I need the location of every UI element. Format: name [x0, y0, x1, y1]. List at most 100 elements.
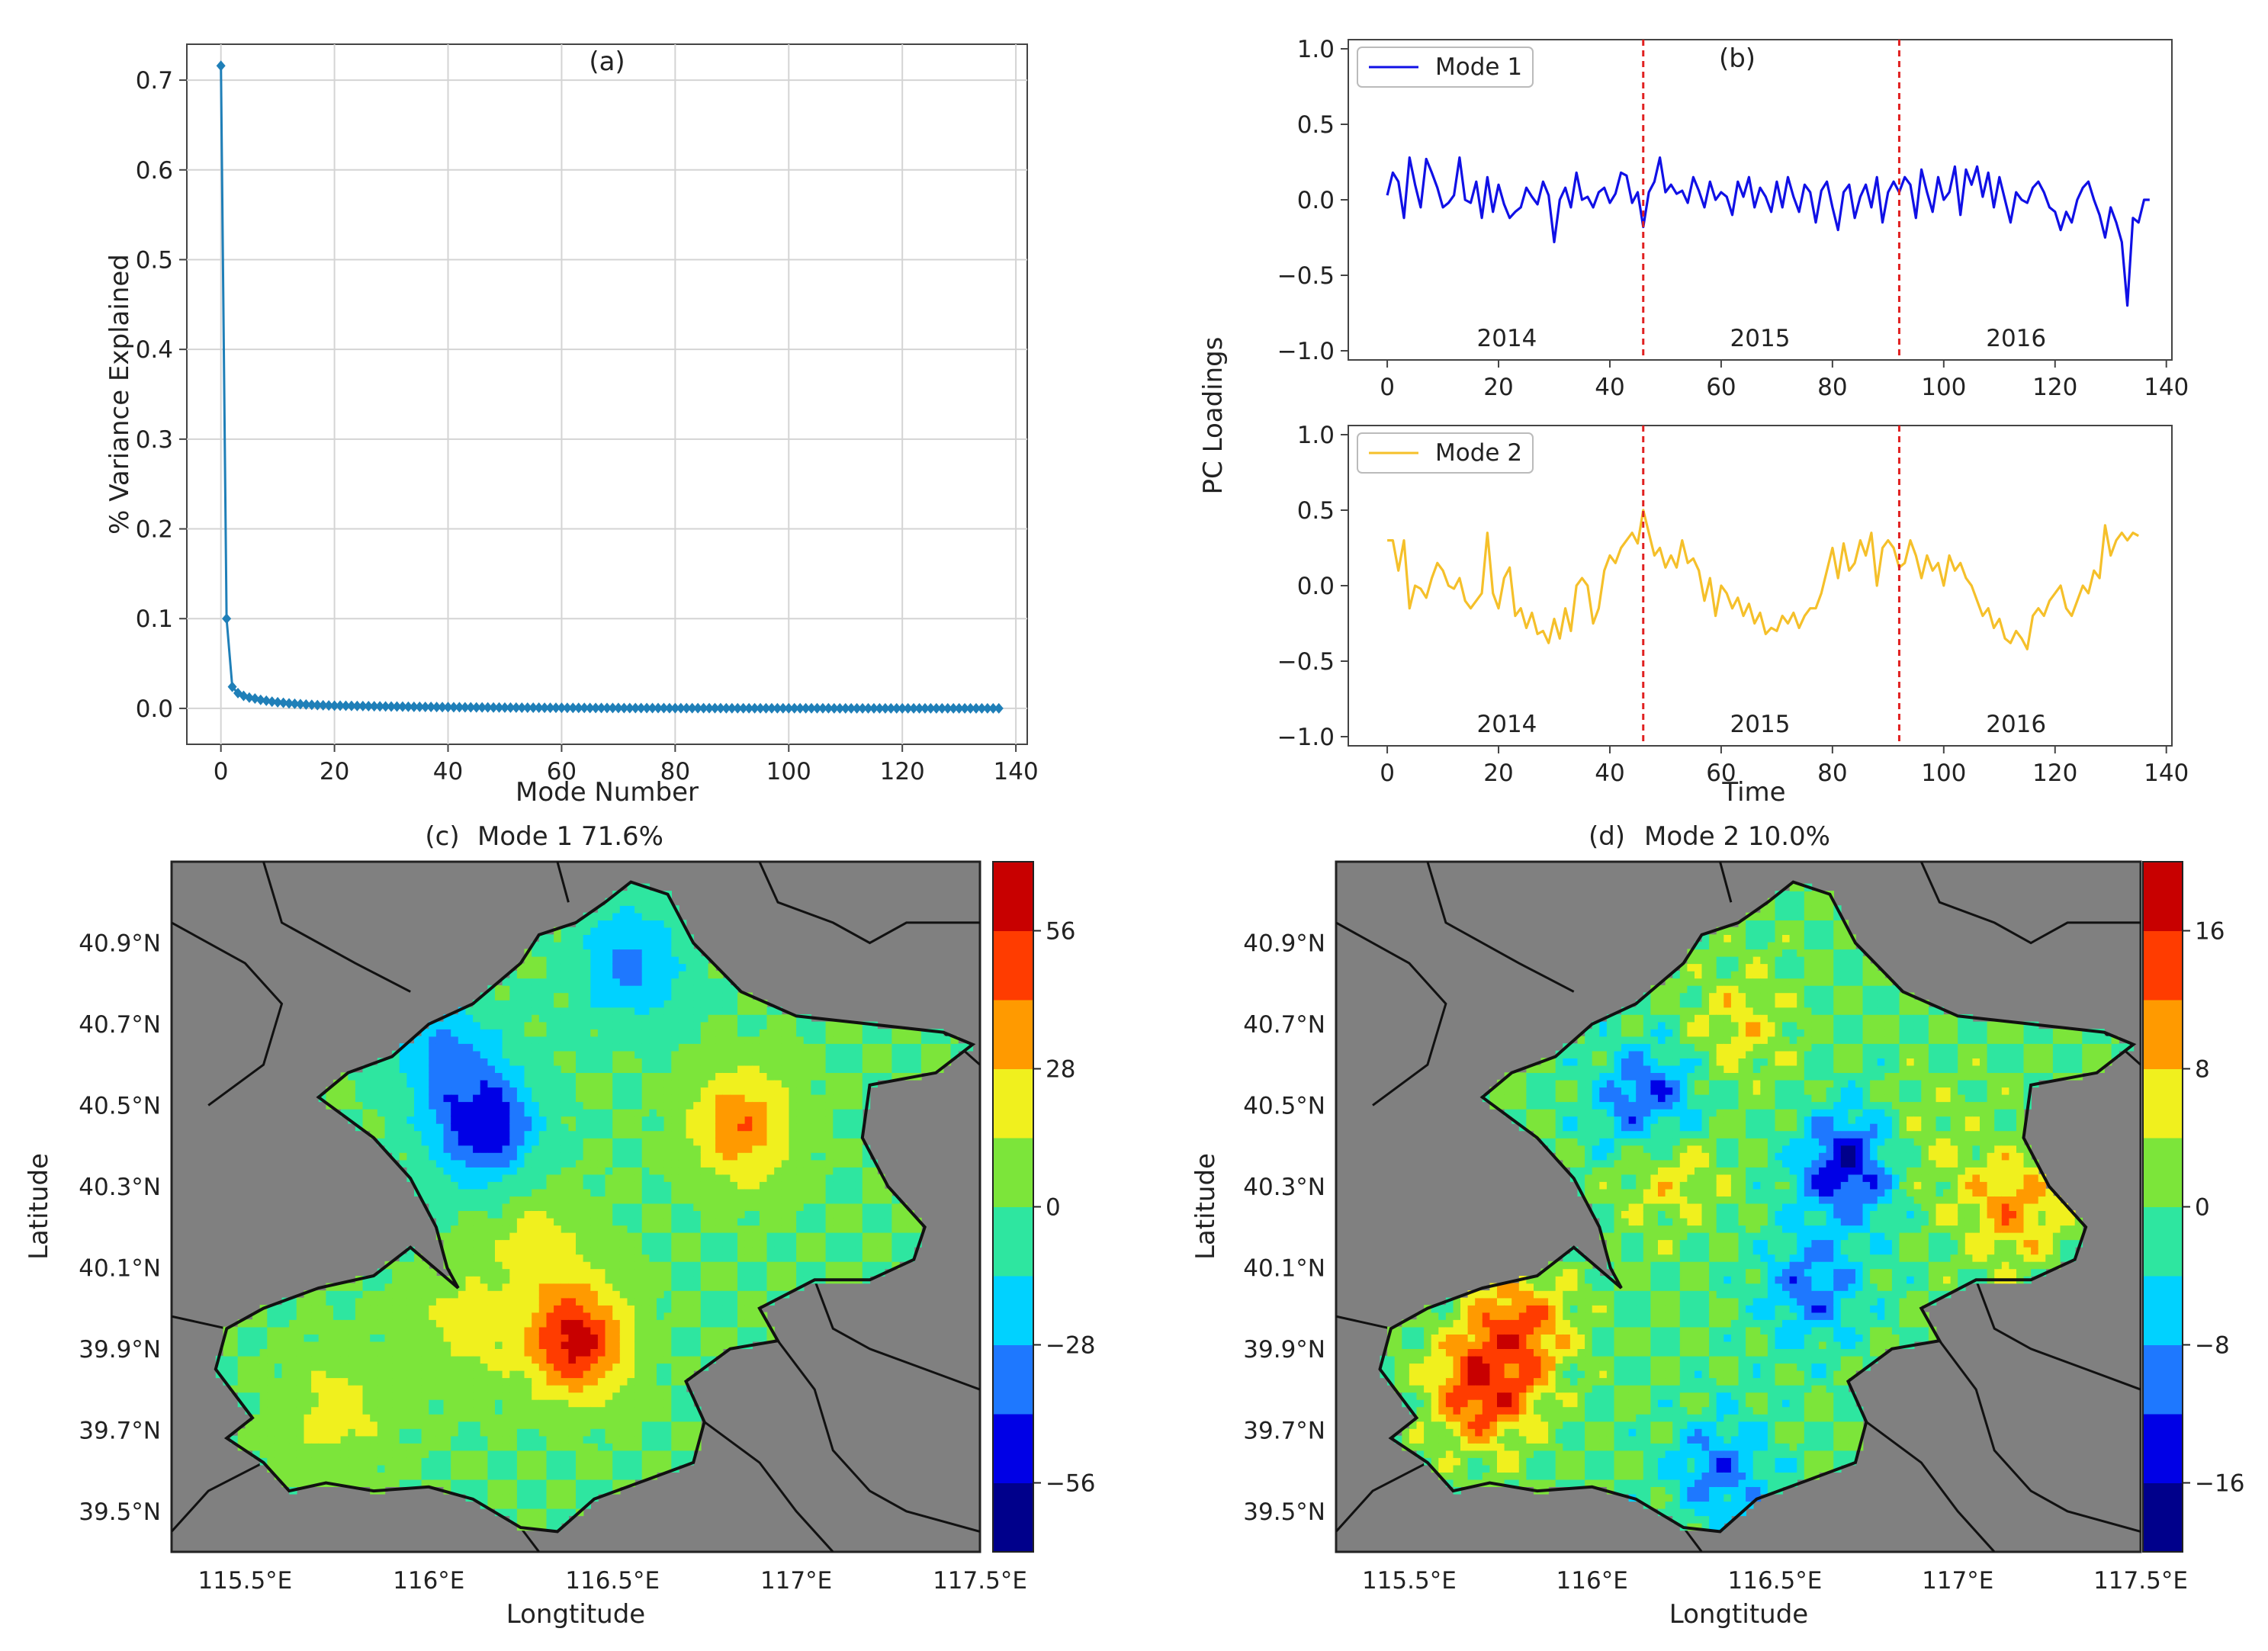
field-cell [509, 1326, 518, 1335]
field-cell [362, 1384, 371, 1393]
field-cell [840, 1029, 849, 1037]
x-tick-label: 40 [433, 758, 463, 785]
field-cell [671, 963, 679, 972]
field-cell [502, 1174, 510, 1182]
field-cell [384, 1072, 393, 1081]
field-cell [451, 1174, 459, 1182]
field-cell [708, 1232, 716, 1241]
field-cell [752, 1261, 760, 1270]
field-cell [657, 1435, 665, 1444]
field-cell [693, 1312, 702, 1320]
field-cell [421, 1457, 429, 1466]
field-cell [796, 1188, 805, 1196]
field-cell [516, 1283, 525, 1291]
field-cell [649, 1268, 657, 1277]
field-cell [576, 1261, 584, 1270]
field-cell [568, 1435, 577, 1444]
field-cell [612, 1174, 621, 1182]
field-cell [759, 1181, 768, 1190]
field-cell [634, 1355, 643, 1364]
field-cell [627, 970, 635, 979]
field-cell [715, 1021, 724, 1029]
field-cell [370, 1283, 378, 1291]
field-cell [281, 1406, 290, 1415]
field-cell [789, 1174, 797, 1182]
field-cell [435, 1058, 445, 1066]
data-point [466, 702, 476, 713]
field-cell [399, 1058, 408, 1066]
field-cell [627, 1130, 635, 1139]
field-cell [708, 1130, 716, 1139]
field-cell [803, 1108, 812, 1117]
field-cell [458, 1254, 467, 1262]
field-cell [605, 1232, 613, 1241]
field-cell [443, 1029, 451, 1037]
field-cell [686, 992, 694, 1001]
field-cell [796, 1210, 805, 1219]
field-cell [722, 992, 731, 1001]
field-cell [546, 1334, 554, 1342]
field-cell [737, 1014, 746, 1023]
field-cell [590, 1167, 599, 1175]
data-point [642, 702, 652, 714]
field-cell [619, 1116, 628, 1124]
field-cell [538, 1174, 548, 1182]
field-cell [597, 1014, 606, 1023]
field-cell [825, 1108, 834, 1117]
field-cell [671, 941, 679, 950]
field-cell [590, 1210, 599, 1219]
field-cell [627, 927, 635, 935]
field-cell [538, 1087, 548, 1095]
field-cell [597, 1341, 606, 1349]
field-cell [590, 1181, 599, 1190]
field-cell [641, 905, 651, 914]
field-cell [583, 1312, 591, 1320]
field-cell [627, 1116, 635, 1124]
field-cell [406, 1406, 415, 1415]
field-cell [855, 1254, 863, 1262]
field-cell [722, 1050, 731, 1058]
field-cell [715, 984, 724, 994]
field-cell [627, 1145, 635, 1153]
data-point [914, 702, 924, 714]
field-cell [435, 1355, 445, 1364]
field-cell [590, 1159, 599, 1168]
field-cell [627, 1181, 635, 1190]
field-cell [737, 1319, 746, 1328]
field-cell [524, 1363, 532, 1371]
field-cell [576, 1363, 584, 1371]
field-cell [803, 1254, 812, 1262]
field-cell [546, 1152, 554, 1161]
field-cell [715, 1312, 724, 1320]
field-cell [700, 963, 709, 972]
field-cell [480, 1341, 489, 1349]
field-cell [657, 1021, 665, 1029]
field-cell [458, 1036, 467, 1044]
field-cell [825, 1079, 834, 1088]
field-cell [406, 1043, 415, 1052]
field-cell [619, 1457, 628, 1466]
field-cell [634, 1217, 643, 1226]
field-cell [730, 1108, 738, 1117]
field-cell [737, 1254, 746, 1262]
field-cell [568, 1276, 577, 1284]
field-cell [855, 1174, 863, 1182]
field-cell [641, 1123, 651, 1132]
field-cell [465, 1414, 474, 1422]
field-cell [634, 1123, 643, 1132]
field-cell [487, 1021, 496, 1029]
field-cell [568, 1363, 577, 1371]
field-cell [451, 1167, 459, 1175]
field-cell [744, 1203, 753, 1211]
field-cell [583, 1225, 591, 1233]
field-cell [473, 1457, 481, 1466]
field-cell [576, 1428, 584, 1437]
field-cell [516, 1029, 525, 1037]
field-cell [406, 1443, 415, 1451]
field-cell [590, 1297, 599, 1306]
field-cell [649, 1101, 657, 1110]
field-cell [576, 1254, 584, 1262]
field-cell [487, 1036, 496, 1044]
field-cell [348, 1443, 356, 1451]
field-cell [759, 1101, 768, 1110]
